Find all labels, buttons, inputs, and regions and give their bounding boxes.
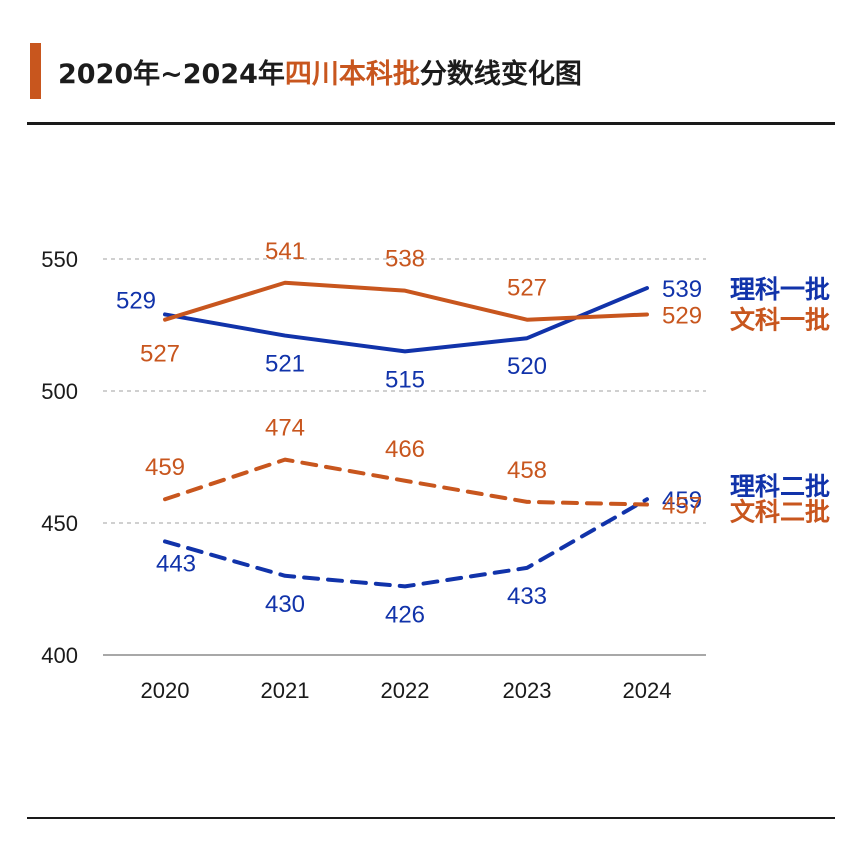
data-label: 459 [145,454,185,481]
data-label: 466 [385,436,425,463]
data-label: 515 [385,366,425,393]
title-highlight: 四川本科批 [284,59,420,90]
data-label: 521 [265,351,305,378]
data-label: 474 [265,415,305,442]
x-tick-label: 2020 [141,678,190,703]
series-line-1 [163,286,649,354]
series-line-2 [163,280,649,322]
data-label: 527 [140,341,180,368]
x-tick-label: 2024 [623,678,672,703]
data-label: 426 [385,601,425,628]
top-divider [27,122,835,125]
bottom-divider [27,817,835,819]
y-tick-label: 400 [41,643,78,668]
data-label: 430 [265,591,305,618]
y-tick-label: 450 [41,511,78,536]
legend-label: 文科二批 [730,498,830,527]
title-accent-bar [30,43,41,99]
data-label: 529 [116,287,156,314]
x-tick-label: 2021 [261,678,310,703]
legend-label: 理科二批 [730,472,830,501]
y-tick-label: 550 [41,247,78,272]
title-suffix: 分数线变化图 [419,59,582,90]
chart-title: 2020年~2024年四川本科批分数线变化图 [58,52,582,91]
data-label: 443 [156,550,196,577]
title-prefix: 2020年~2024年 [58,59,285,90]
data-label: 541 [265,238,305,265]
legend-label: 文科一批 [730,305,830,334]
x-tick-label: 2023 [503,678,552,703]
series-line-3 [163,497,649,589]
data-label: 539 [662,276,702,303]
x-tick-label: 2022 [381,678,430,703]
data-label: 433 [507,583,547,610]
data-label: 457 [662,493,702,520]
data-label: 527 [507,275,547,302]
data-label: 538 [385,246,425,273]
data-label: 529 [662,302,702,329]
data-label: 459 [662,487,702,514]
y-tick-label: 500 [41,379,78,404]
data-label: 520 [507,353,547,380]
legend-label: 理科一批 [730,275,830,304]
data-label: 458 [507,457,547,484]
series-line-4 [163,457,649,507]
